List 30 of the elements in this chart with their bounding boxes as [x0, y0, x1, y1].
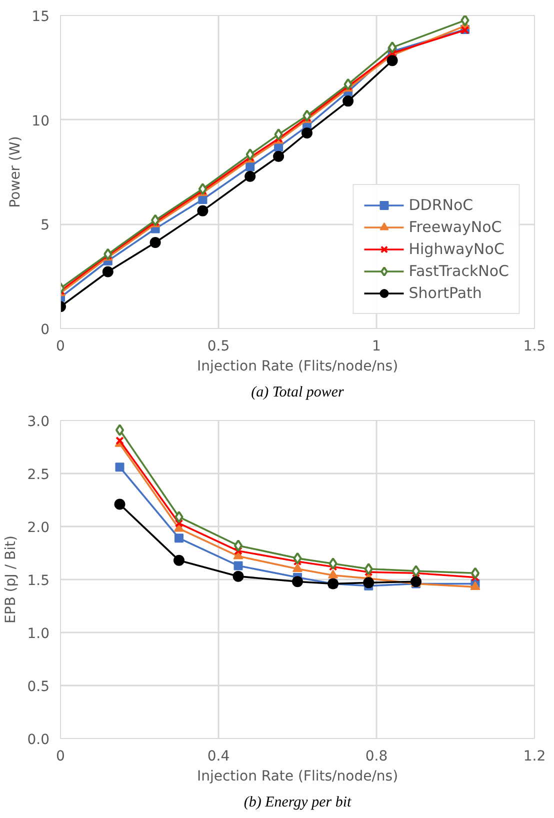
x-tick-label: 0.4	[207, 748, 230, 764]
legend-label: DDRNoC	[408, 196, 474, 214]
x-tick-label: 1.5	[523, 338, 546, 354]
legend-label: FreewayNoC	[408, 218, 502, 236]
y-tick-label: 0.0	[27, 732, 50, 748]
y-tick-label: 2.0	[27, 520, 50, 536]
y-axis-title: EPB (pJ / Bit)	[3, 536, 20, 624]
x-tick-label: 0	[56, 748, 65, 764]
x-axis-title: Injection Rate (Flits/node/ns)	[196, 358, 398, 374]
y-tick-label: 1.5	[27, 573, 50, 589]
y-tick-label: 10	[32, 113, 50, 130]
legend-label: HighwayNoC	[408, 240, 504, 258]
y-tick-label: 0	[40, 322, 50, 338]
x-axis-title: Injection Rate (Flits/node/ns)	[196, 768, 398, 784]
x-tick-label: 1	[372, 338, 381, 354]
x-tick-label: 0	[56, 338, 65, 354]
x-tick-label: 1.2	[523, 748, 546, 764]
text: (a) Total power	[251, 384, 344, 400]
x-tick-label: 0.8	[365, 748, 388, 764]
y-tick-label: 15	[32, 9, 50, 25]
y-axis-title: Power (W)	[8, 136, 24, 208]
y-tick-label: 3.0	[27, 414, 50, 430]
text: (b) Energy per bit	[244, 794, 352, 810]
y-tick-label: 2.5	[27, 467, 50, 483]
legend-label: FastTrackNoC	[408, 262, 509, 280]
y-tick-label: 0.5	[27, 679, 50, 695]
x-tick-label: 0.5	[207, 338, 230, 354]
y-tick-label: 5	[40, 218, 50, 234]
y-tick-label: 1.0	[27, 626, 50, 642]
legend-label: ShortPath	[408, 284, 482, 302]
